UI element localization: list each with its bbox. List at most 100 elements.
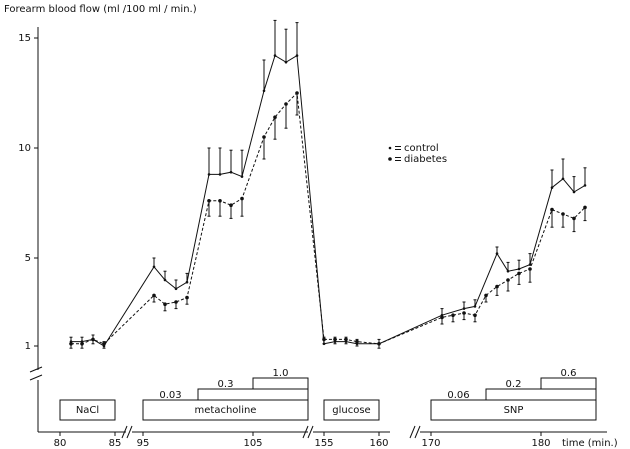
- dose-label: 0.03: [159, 390, 181, 401]
- point: [218, 173, 222, 176]
- point: [322, 337, 326, 342]
- treatment-label: NaCl: [76, 405, 99, 416]
- point: [377, 342, 381, 346]
- axis-break: [302, 425, 309, 439]
- dose-label: 0.6: [561, 368, 577, 379]
- point: [561, 177, 565, 181]
- y-tick-label: 10: [18, 143, 31, 154]
- axis-break: [29, 366, 43, 373]
- x-axis-title: time (min.): [562, 438, 618, 449]
- point: [550, 186, 554, 189]
- x-tick-label: 80: [54, 438, 67, 449]
- treatment-box: [142, 399, 309, 421]
- point: [284, 102, 288, 106]
- axis-break: [409, 425, 416, 439]
- y-tick-label: 1: [25, 341, 31, 352]
- x-tick-label: 105: [243, 438, 262, 449]
- point: [462, 307, 466, 310]
- point: [273, 54, 277, 57]
- treatment-label: SNP: [504, 405, 524, 416]
- dose-step: [540, 377, 597, 389]
- y-tick-label: 15: [18, 33, 31, 44]
- point: [91, 337, 95, 342]
- point: [240, 175, 244, 178]
- point: [295, 54, 299, 57]
- dose-label: 1.0: [273, 368, 289, 379]
- point: [207, 173, 211, 176]
- point: [152, 265, 156, 269]
- point: [583, 184, 587, 187]
- axis-break: [121, 425, 128, 439]
- x-tick-label: 160: [369, 438, 388, 449]
- point: [506, 278, 510, 282]
- point: [102, 342, 106, 346]
- series-line: [71, 91, 586, 345]
- legend-marker: [388, 157, 392, 161]
- dose-step: [197, 388, 309, 400]
- point: [229, 170, 233, 174]
- point: [262, 135, 266, 139]
- point: [218, 199, 222, 203]
- treatment-label: glucose: [332, 405, 370, 416]
- axis-break: [307, 425, 314, 439]
- dose-step: [485, 388, 597, 400]
- point: [572, 190, 576, 194]
- point: [355, 339, 359, 344]
- point: [484, 293, 488, 298]
- point: [333, 337, 337, 342]
- point: [561, 212, 565, 216]
- point: [451, 313, 455, 318]
- x-tick-label: 180: [531, 438, 550, 449]
- point: [517, 271, 521, 276]
- legend-marker: [388, 146, 392, 150]
- point: [462, 311, 466, 315]
- point: [229, 203, 233, 207]
- treatment-label: metacholine: [195, 405, 257, 416]
- point: [163, 278, 167, 282]
- dose-label: 0.06: [447, 390, 469, 401]
- point: [240, 196, 244, 201]
- point: [550, 207, 554, 212]
- point: [344, 337, 348, 342]
- point: [152, 293, 156, 298]
- x-tick-label: 85: [109, 438, 122, 449]
- point: [583, 205, 587, 210]
- treatment-box: [430, 399, 597, 421]
- point: [163, 302, 167, 307]
- treatment-box: [323, 399, 380, 421]
- point: [69, 342, 73, 346]
- point: [273, 115, 277, 119]
- point: [80, 342, 84, 346]
- x-tick-label: 170: [421, 438, 440, 449]
- series-line: [71, 54, 586, 347]
- axis-break: [29, 374, 43, 381]
- dose-label: 0.3: [218, 379, 234, 390]
- point: [495, 252, 499, 255]
- y-tick-label: 5: [25, 253, 31, 264]
- point: [207, 199, 211, 203]
- point: [473, 313, 477, 318]
- legend-label: control: [404, 143, 439, 154]
- x-tick-label: 155: [314, 438, 333, 449]
- point: [528, 263, 532, 266]
- point: [473, 305, 477, 308]
- point: [262, 89, 266, 93]
- axis-break: [126, 425, 133, 439]
- point: [174, 287, 178, 291]
- dose-step: [252, 377, 309, 389]
- legend-label: diabetes: [404, 154, 447, 165]
- point: [495, 284, 499, 289]
- dose-label: 0.2: [506, 379, 522, 390]
- point: [440, 315, 444, 320]
- point: [572, 216, 576, 221]
- point: [185, 280, 189, 284]
- point: [174, 300, 178, 304]
- treatment-box: [59, 399, 116, 421]
- x-tick-label: 95: [137, 438, 150, 449]
- point: [185, 295, 189, 300]
- axis-break: [414, 425, 421, 439]
- point: [506, 269, 510, 273]
- point: [295, 91, 299, 95]
- y-axis-title: Forearm blood flow (ml /100 ml / min.): [4, 4, 197, 15]
